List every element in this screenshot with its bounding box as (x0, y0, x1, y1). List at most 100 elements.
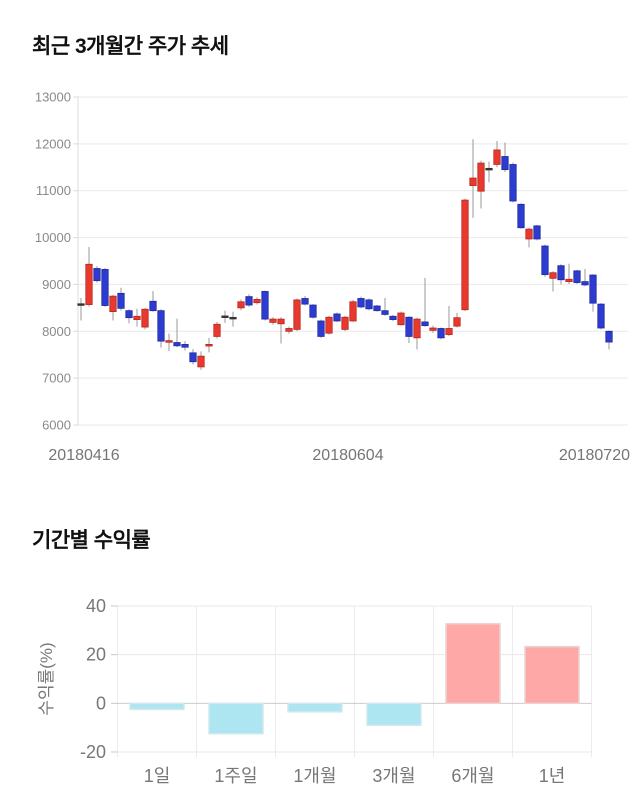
candle-body (517, 203, 525, 229)
candle-body (573, 270, 581, 283)
candle-body (125, 310, 133, 319)
candle-body (485, 167, 493, 171)
price-y-tick-label: 6000 (42, 418, 71, 433)
price-y-tick-label: 8000 (42, 324, 71, 339)
candle-body (165, 340, 173, 343)
return-bar (287, 702, 343, 713)
candle-body (605, 330, 613, 343)
candle-body (93, 268, 101, 282)
candle-body (349, 301, 357, 322)
candle-body (141, 308, 149, 328)
candle-body (157, 310, 165, 342)
candle-body (261, 291, 269, 320)
candle-body (109, 295, 117, 313)
candle-body (557, 265, 565, 281)
candle-body (477, 162, 485, 192)
returns-category-label: 6개월 (451, 766, 494, 786)
price-x-date-label: 20180720 (559, 447, 630, 464)
candle-body (133, 315, 141, 320)
candle-body (461, 199, 469, 311)
returns-category-label: 1주일 (214, 766, 257, 786)
returns-y-tick-label: -20 (80, 742, 106, 762)
candle-body (357, 298, 365, 308)
candle-body (253, 299, 261, 304)
candle-body (277, 318, 285, 325)
candle-body (221, 315, 229, 318)
candle-body (149, 300, 157, 312)
candle-body (597, 303, 605, 329)
candle-body (269, 318, 277, 323)
returns-category-label: 3개월 (372, 766, 415, 786)
return-bar (129, 702, 185, 711)
candle-body (453, 317, 461, 327)
candle-body (405, 316, 413, 337)
price-x-date-label: 20180416 (48, 447, 119, 464)
candle-body (429, 327, 437, 331)
returns-y-tick-label: 0 (96, 693, 106, 713)
candle-body (181, 344, 189, 348)
candle-body (117, 292, 125, 309)
candle-body (341, 316, 349, 330)
price-y-tick-label: 12000 (35, 136, 71, 151)
returns-category-label: 1개월 (293, 766, 336, 786)
candle-body (293, 299, 301, 330)
return-bar (445, 623, 501, 705)
candle-body (525, 228, 533, 240)
candle-body (285, 328, 293, 332)
candle-body (581, 281, 589, 286)
candle-body (389, 315, 397, 320)
candle-body (173, 342, 181, 347)
returns-category-label: 1년 (539, 766, 566, 786)
candle-body (421, 321, 429, 327)
returns-y-axis-title: 수익률(%) (37, 642, 56, 715)
price-y-tick-label: 10000 (35, 230, 71, 245)
candle-body (549, 272, 557, 279)
candle-body (197, 355, 205, 368)
candle-body (301, 298, 309, 305)
return-bar (524, 645, 580, 705)
candle-body (589, 274, 597, 304)
price-trend-title: 최근 3개월간 주가 추세 (32, 35, 229, 58)
candle-body (325, 316, 333, 334)
candle-body (445, 328, 453, 335)
period-returns-title: 기간별 수익률 (32, 529, 151, 552)
candle-body (437, 328, 445, 339)
candle-body (189, 352, 197, 363)
returns-y-tick-label: 40 (86, 596, 106, 616)
candle-body (309, 304, 317, 318)
return-bar (366, 702, 422, 726)
candle-body (509, 164, 517, 202)
returns-y-tick-label: 20 (86, 645, 106, 665)
price-y-tick-label: 9000 (42, 277, 71, 292)
candle-body (205, 344, 213, 347)
candle-body (413, 318, 421, 339)
candle-body (533, 225, 541, 240)
candle-body (373, 305, 381, 312)
candle-body (317, 320, 325, 337)
candle-body (381, 310, 389, 315)
candle-body (237, 301, 245, 309)
return-bar (208, 702, 264, 735)
candle-body (213, 323, 221, 337)
candle-body (245, 296, 253, 306)
candle-body (541, 245, 549, 275)
candle-body (333, 313, 341, 322)
price-x-date-label: 20180604 (312, 447, 383, 464)
candle-body (501, 156, 509, 171)
candle-body (493, 149, 501, 165)
candle-body (229, 316, 237, 320)
price-y-tick-label: 7000 (42, 371, 71, 386)
candle-body (101, 269, 109, 306)
candle-body (85, 263, 93, 305)
candle-body (565, 278, 573, 283)
candle-body (397, 312, 405, 326)
price-y-tick-label: 13000 (35, 90, 71, 105)
price-y-tick-label: 11000 (36, 183, 71, 198)
candle-body (77, 303, 85, 306)
candle-body (469, 177, 477, 186)
candle-body (365, 299, 373, 310)
returns-category-label: 1일 (144, 766, 171, 786)
